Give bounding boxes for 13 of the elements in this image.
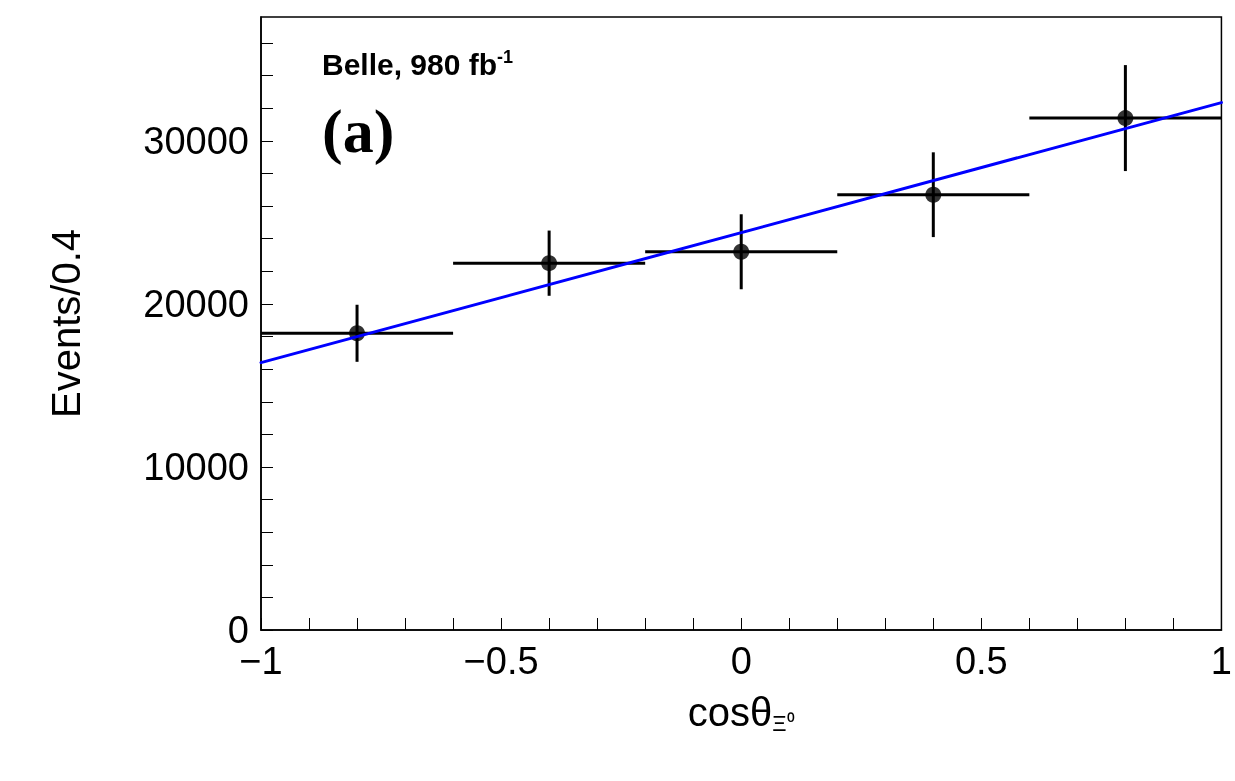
point [733, 243, 750, 260]
y-axis-title: Events/0.4 [44, 228, 88, 419]
x-tick-label: −0.5 [463, 640, 539, 682]
y-tick-label: 10000 [143, 445, 249, 488]
y-tick-label: 20000 [143, 282, 249, 325]
point [541, 255, 558, 272]
annotation: (a) [322, 97, 395, 166]
x-tick-label: 0 [730, 640, 752, 682]
x-tick-label: 1 [1210, 640, 1232, 682]
x-tick-label: 0.5 [954, 640, 1008, 682]
point [1117, 110, 1134, 127]
point [925, 186, 942, 203]
y-tick-label: 30000 [143, 119, 249, 162]
